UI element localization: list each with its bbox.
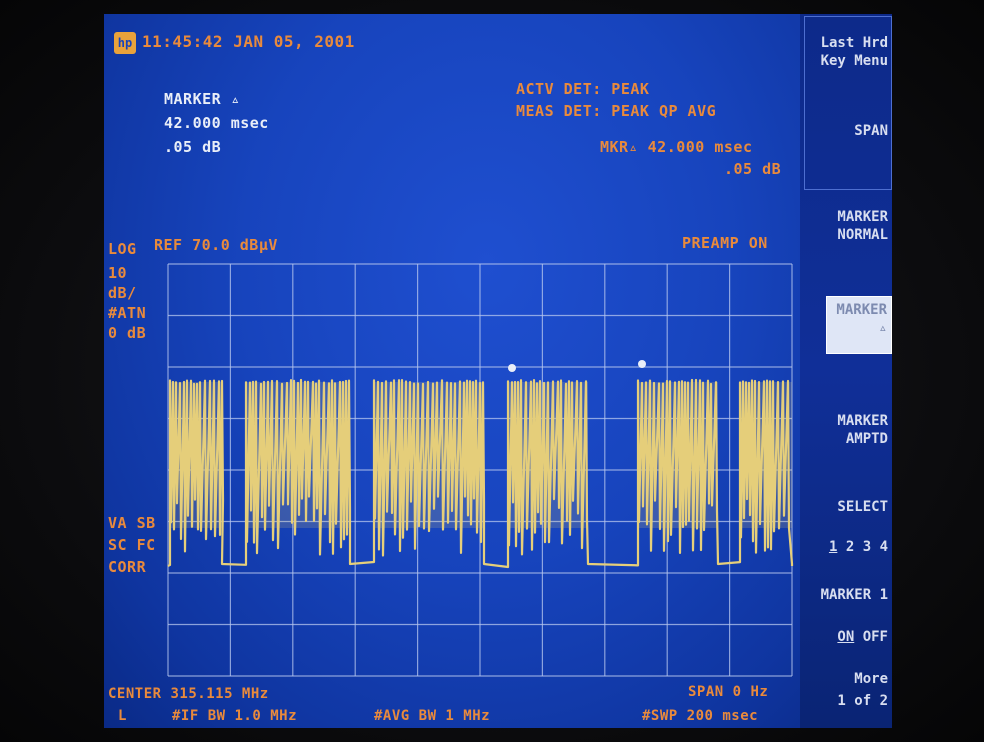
softkey-marker-amptd[interactable]: MARKER AMPTD xyxy=(837,413,888,447)
softkey-select-label[interactable]: SELECT xyxy=(837,499,888,515)
flag-row-3: CORR xyxy=(108,558,147,576)
reference-level: REF 70.0 dBµV xyxy=(154,236,278,254)
timestamp: 11:45:42 JAN 05, 2001 xyxy=(142,32,355,51)
preamp-status: PREAMP ON xyxy=(682,234,768,252)
softkey-marker-delta[interactable]: MARKER ▵ xyxy=(826,296,892,354)
marker-delta-time: MKR▵ 42.000 msec xyxy=(600,138,753,156)
softkey-marker1-label[interactable]: MARKER 1 xyxy=(820,587,888,603)
burst-glow xyxy=(170,382,222,528)
trace-display xyxy=(167,263,794,677)
softkey-frame-top xyxy=(804,16,892,190)
softkey-last-menu[interactable]: Last Hrd Key Menu xyxy=(820,35,888,69)
select-option-3[interactable]: 3 xyxy=(862,539,872,555)
scale-per-div-value: 10 xyxy=(108,264,128,282)
sweep-time: #SWP 200 msec xyxy=(642,708,759,724)
marker-readout-time: 42.000 msec xyxy=(164,114,269,132)
active-detector: ACTV DET: PEAK xyxy=(516,80,650,98)
marker-delta-level: .05 dB xyxy=(724,160,782,178)
scale-log: LOG xyxy=(108,240,137,258)
softkey-select-options[interactable]: 1 2 3 4 xyxy=(800,520,888,574)
burst-glow xyxy=(246,382,350,528)
softkey-marker1-toggle[interactable]: ON OFF xyxy=(804,610,888,664)
select-option-2[interactable]: 2 xyxy=(845,539,855,555)
burst-glow xyxy=(638,382,718,528)
marker-readout-title: MARKER ▵ xyxy=(164,90,241,108)
marker1-off[interactable]: OFF xyxy=(862,629,888,645)
softkey-more-page: 1 of 2 xyxy=(837,693,888,709)
measure-detector: MEAS DET: PEAK QP AVG xyxy=(516,102,717,120)
marker-delta-dot xyxy=(638,360,646,368)
select-option-1[interactable]: 1 xyxy=(828,539,838,555)
burst-glow xyxy=(508,382,588,528)
flag-row-1: VA SB xyxy=(108,514,156,532)
softkey-panel: Last Hrd Key Menu SPAN MARKER NORMAL MAR… xyxy=(800,14,892,728)
center-frequency: CENTER 315.115 MHz xyxy=(108,686,269,702)
hp-logo-icon: hp xyxy=(114,32,136,54)
softkey-marker-delta-label: MARKER ▵ xyxy=(836,302,887,336)
select-option-4[interactable]: 4 xyxy=(879,539,888,555)
if-bandwidth: #IF BW 1.0 MHz xyxy=(172,708,298,724)
avg-bandwidth: #AVG BW 1 MHz xyxy=(374,708,491,724)
softkey-span[interactable]: SPAN xyxy=(854,123,888,139)
marker-readout-level: .05 dB xyxy=(164,138,222,156)
attenuation-label: #ATN xyxy=(108,304,147,322)
scale-per-div-unit: dB/ xyxy=(108,284,137,302)
burst-glow xyxy=(740,382,792,528)
flag-row-2: SC FC xyxy=(108,536,156,554)
attenuation-value: 0 dB xyxy=(108,324,147,342)
trace-line xyxy=(167,378,794,569)
softkey-more[interactable]: More xyxy=(854,671,888,687)
span-value: SPAN 0 Hz xyxy=(688,684,769,700)
trace xyxy=(167,378,794,569)
l-marker: L xyxy=(118,708,127,724)
marker1-on[interactable]: ON xyxy=(837,629,855,645)
burst-glow xyxy=(374,382,484,528)
marker-1-dot xyxy=(508,364,516,372)
analyzer-screen: hp 11:45:42 JAN 05, 2001 MARKER ▵ 42.000… xyxy=(104,14,800,728)
softkey-marker-normal[interactable]: MARKER NORMAL xyxy=(837,209,888,243)
